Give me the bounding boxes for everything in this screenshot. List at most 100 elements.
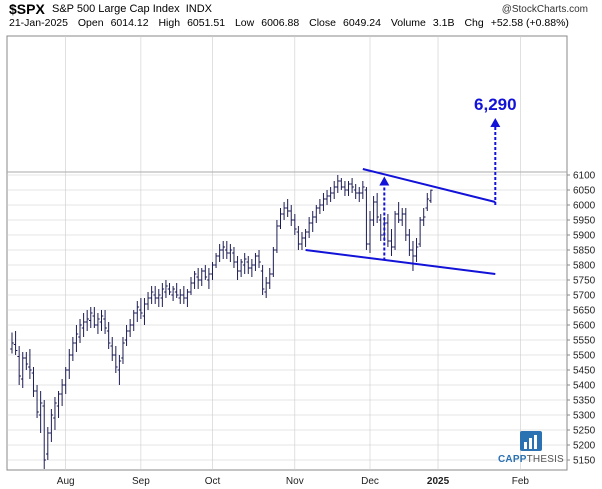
ohlc-bar xyxy=(278,208,283,229)
quote-low-label: Low xyxy=(234,17,255,29)
ohlc-bar xyxy=(318,199,322,214)
ohlc-bar xyxy=(407,229,412,256)
ohlc-bar xyxy=(228,244,233,262)
ohlc-bar xyxy=(53,397,57,430)
ohlc-bar xyxy=(156,289,161,307)
ohlc-bar xyxy=(164,280,168,298)
ohlc-bar xyxy=(182,286,186,304)
ohlc-bar xyxy=(207,268,211,289)
y-tick-label: 6100 xyxy=(573,171,596,182)
ohlc-bar xyxy=(192,271,197,289)
ohlc-bar xyxy=(110,337,115,361)
x-tick-label: 2025 xyxy=(427,476,450,487)
ohlc-bar xyxy=(92,307,97,328)
trendline xyxy=(305,249,496,275)
y-tick-label: 5250 xyxy=(573,426,596,437)
index-name: S&P 500 Large Cap Index INDX xyxy=(52,3,212,15)
ohlc-bar xyxy=(124,325,129,346)
y-tick-label: 5300 xyxy=(573,411,596,422)
ohlc-bar xyxy=(128,319,132,337)
ohlc-bar xyxy=(357,187,362,202)
logo-text-thesis: THESIS xyxy=(526,454,564,465)
ohlc-bar xyxy=(214,253,218,268)
ohlc-bar xyxy=(267,268,272,289)
ohlc-bar xyxy=(300,232,304,250)
ohlc-bar xyxy=(393,211,397,250)
ohlc-bar xyxy=(296,226,301,250)
ohlc-bar xyxy=(189,277,193,295)
ohlc-bar xyxy=(289,205,294,226)
ohlc-bar xyxy=(149,286,154,304)
measured-move-arrowhead xyxy=(490,118,501,127)
ohlc-bar xyxy=(81,313,86,337)
ohlc-bar xyxy=(368,211,372,253)
quote-chg: +52.58 (+0.88%) xyxy=(490,17,569,29)
x-tick-label: Aug xyxy=(57,476,75,487)
ohlc-bar xyxy=(303,229,308,247)
measured-move-arrowhead xyxy=(379,176,390,186)
ohlc-bar xyxy=(24,352,29,370)
ohlc-bar xyxy=(56,391,61,418)
ohlc-bar xyxy=(85,310,89,331)
ohlc-bar xyxy=(78,319,82,343)
y-tick-label: 5700 xyxy=(573,291,596,302)
ohlc-bar xyxy=(260,265,265,295)
y-tick-label: 5350 xyxy=(573,396,596,407)
ohlc-bar xyxy=(13,331,18,355)
ohlc-bar xyxy=(63,367,68,394)
quote-open-label: Open xyxy=(77,17,104,29)
ohlc-bar xyxy=(335,175,340,193)
ohlc-bar xyxy=(103,310,107,334)
ohlc-bar xyxy=(49,409,54,442)
ohlc-bar xyxy=(131,310,136,331)
ohlc-bar xyxy=(264,277,268,298)
chart-header: $SPX S&P 500 Large Cap Index INDX @Stock… xyxy=(0,0,602,36)
ohlc-bar xyxy=(293,214,297,235)
ohlc-bar xyxy=(99,310,104,331)
ohlc-bar xyxy=(199,268,204,286)
ohlc-bar xyxy=(225,241,229,259)
ohlc-bar xyxy=(425,193,430,211)
index-name-text: S&P 500 Large Cap Index xyxy=(52,3,180,15)
ohlc-bar xyxy=(310,211,315,232)
ohlc-bar xyxy=(35,385,39,418)
ohlc-bar xyxy=(339,178,344,190)
y-tick-label: 5200 xyxy=(573,441,596,452)
ohlc-bar xyxy=(217,244,222,262)
y-tick-label: 5800 xyxy=(573,261,596,272)
ohlc-bar xyxy=(257,250,261,268)
ohlc-bar xyxy=(353,184,358,199)
ohlc-bar xyxy=(139,298,143,319)
ohlc-bar xyxy=(171,286,175,301)
ohlc-bar xyxy=(411,241,415,271)
ohlc-bar xyxy=(361,181,365,199)
ohlc-bar xyxy=(174,283,179,298)
ohlc-bar xyxy=(221,241,226,259)
ohlc-bar xyxy=(253,253,258,271)
logo-chart-icon xyxy=(520,431,542,451)
ohlc-bar xyxy=(88,307,93,328)
logo-text-capp: CAPP xyxy=(498,454,527,465)
quote-close: 6049.24 xyxy=(342,17,381,29)
ohlc-bar xyxy=(153,286,157,304)
ohlc-bar xyxy=(378,214,383,241)
y-tick-label: 5900 xyxy=(573,231,596,242)
ohlc-bar xyxy=(185,289,190,307)
y-tick-label: 6050 xyxy=(573,186,596,197)
quote-high: 6051.51 xyxy=(187,17,226,29)
target-label: 6,290 xyxy=(474,95,517,114)
ohlc-bar xyxy=(106,322,111,349)
ohlc-bar xyxy=(96,313,100,334)
y-tick-label: 5550 xyxy=(573,336,596,347)
ohlc-bar xyxy=(321,193,326,211)
ohlc-bar xyxy=(235,256,240,280)
ohlc-bar xyxy=(203,265,208,280)
y-tick-label: 5850 xyxy=(573,246,596,257)
y-tick-label: 5950 xyxy=(573,216,596,227)
ohlc-bar xyxy=(67,349,72,379)
y-tick-label: 5650 xyxy=(573,306,596,317)
plot-frame xyxy=(6,35,568,471)
ohlc-bar xyxy=(239,259,243,277)
ticker-symbol: $SPX xyxy=(9,1,45,17)
